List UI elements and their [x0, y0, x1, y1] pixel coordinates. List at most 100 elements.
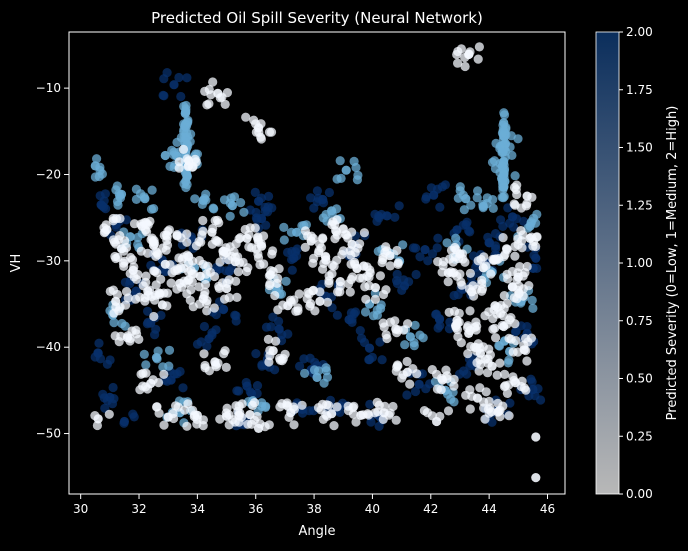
data-point-cluster — [347, 272, 358, 282]
data-point-cluster — [251, 349, 261, 359]
data-point-cluster — [488, 314, 498, 324]
data-point-cluster — [521, 385, 531, 395]
data-point-cluster — [261, 220, 271, 230]
data-point-cluster — [200, 287, 210, 297]
data-point-cluster — [497, 320, 507, 331]
data-point-cluster — [484, 307, 494, 317]
data-point-cluster — [352, 175, 362, 185]
data-point-cluster — [112, 181, 122, 191]
data-point-cluster — [318, 399, 328, 409]
data-point-cluster — [451, 233, 461, 243]
data-point-cluster — [460, 61, 470, 72]
data-point-cluster — [381, 242, 391, 252]
data-point-cluster — [324, 187, 334, 198]
data-point-cluster — [372, 397, 382, 407]
data-point-cluster — [190, 194, 200, 204]
data-point-cluster — [125, 336, 135, 346]
data-point-cluster — [184, 161, 194, 171]
data-point-cluster — [138, 368, 148, 378]
data-point-cluster — [423, 256, 433, 266]
data-point-cluster — [182, 421, 192, 431]
data-point-cluster — [266, 322, 276, 332]
data-point-cluster — [209, 303, 219, 313]
data-point-cluster — [517, 243, 527, 253]
data-point-cluster — [485, 350, 495, 360]
data-point-cluster — [232, 292, 242, 302]
data-point-cluster — [355, 239, 365, 249]
data-point-cluster — [528, 241, 538, 251]
x-axis-label: Angle — [299, 524, 336, 539]
data-point-cluster — [474, 366, 484, 376]
x-tick-label: 38 — [306, 502, 321, 516]
data-point-cluster — [440, 180, 450, 190]
data-point-cluster — [236, 198, 246, 208]
data-point-cluster — [441, 365, 451, 375]
data-point-cluster — [451, 245, 461, 255]
data-point — [315, 296, 325, 306]
data-point-cluster — [527, 192, 537, 202]
data-point — [420, 245, 430, 255]
data-point-cluster — [394, 201, 404, 211]
data-point-cluster — [483, 232, 493, 242]
data-point-cluster — [370, 294, 380, 304]
data-point-cluster — [241, 112, 251, 122]
data-point-cluster — [462, 369, 472, 379]
data-point-cluster — [141, 271, 151, 281]
data-point-cluster — [472, 321, 482, 331]
data-point-cluster — [495, 143, 505, 154]
data-point-cluster — [172, 369, 182, 379]
data-point-cluster — [167, 145, 177, 155]
data-point-cluster — [202, 100, 212, 110]
data-point-cluster — [158, 362, 168, 372]
data-point-cluster — [378, 318, 388, 328]
colorbar-tick-label: 0.75 — [626, 314, 653, 328]
data-point-cluster — [409, 341, 419, 351]
data-point-cluster — [151, 324, 161, 334]
data-point-cluster — [117, 318, 127, 329]
data-point-cluster — [390, 212, 400, 222]
data-point-cluster — [215, 414, 225, 424]
data-point-cluster — [234, 234, 244, 244]
data-point-cluster — [198, 415, 208, 425]
data-point-cluster — [252, 215, 262, 225]
data-point-cluster — [209, 204, 219, 214]
data-point-cluster — [492, 370, 502, 380]
data-point-cluster — [458, 254, 468, 264]
data-point-cluster — [505, 398, 515, 408]
data-point-cluster — [102, 359, 112, 369]
data-point-cluster — [259, 231, 269, 241]
data-point-cluster — [127, 326, 137, 336]
data-point-cluster — [108, 382, 118, 393]
data-point — [160, 150, 170, 161]
data-point-cluster — [330, 234, 340, 244]
data-point-cluster — [519, 216, 529, 226]
data-point-cluster — [174, 163, 184, 173]
data-point-cluster — [516, 226, 526, 236]
data-point-cluster — [92, 154, 102, 164]
data-point-cluster — [256, 119, 266, 129]
x-tick-label: 44 — [482, 502, 497, 516]
data-point-cluster — [432, 384, 442, 394]
data-point-cluster — [178, 144, 189, 154]
data-point-cluster — [220, 294, 230, 304]
data-point-cluster — [442, 374, 452, 384]
data-point-cluster — [159, 288, 169, 298]
data-point-cluster — [265, 345, 275, 355]
data-point-cluster — [154, 408, 164, 418]
data-point-cluster — [224, 255, 234, 265]
data-point-cluster — [498, 193, 508, 203]
data-point-cluster — [377, 355, 387, 365]
data-point-cluster — [411, 269, 421, 280]
colorbar-ticks: 0.00 0.25 0.50 0.75 1.00 1.25 1.50 1.75 2.00 — [619, 25, 653, 501]
data-point-cluster — [243, 263, 253, 273]
colorbar-label: Predicted Severity (0=Low, 1=Medium, 2=H… — [665, 106, 680, 421]
data-point-cluster — [489, 156, 500, 166]
data-point-cluster — [502, 298, 512, 308]
data-point-cluster — [176, 91, 186, 102]
data-point-cluster — [533, 384, 543, 394]
data-point-cluster — [349, 401, 359, 411]
data-point-cluster — [180, 108, 190, 119]
y-tick-label: −40 — [36, 340, 61, 354]
data-point-cluster — [162, 301, 172, 311]
x-axis: 30 32 34 36 38 40 42 44 46 — [73, 494, 555, 516]
